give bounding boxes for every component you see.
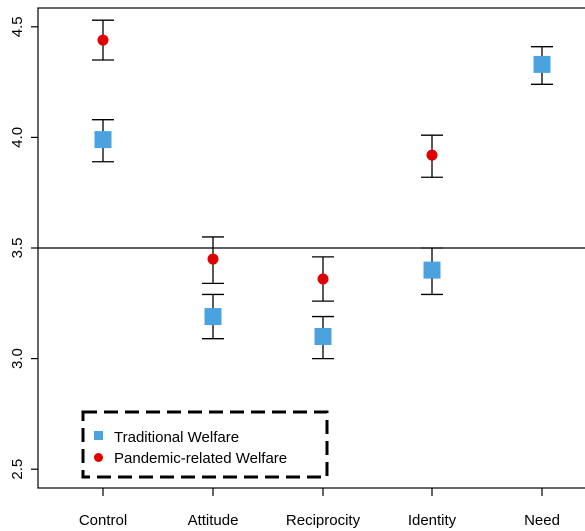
legend-marker-traditional [94,431,103,440]
traditional-point [314,327,332,345]
x-axis: Control Attitude Reciprocity Identity Need [79,488,560,529]
y-tick-label: 3.5 [9,238,26,259]
data-marks [92,19,553,360]
legend: Traditional Welfare Pandemic-related Wel… [81,410,329,479]
legend-marker-pandemic [94,453,103,462]
pandemic-point [97,34,109,46]
y-tick-label: 2.5 [9,459,26,480]
traditional-point [533,55,551,73]
y-tick-label: 4.5 [9,16,26,37]
x-tick-label: Attitude [188,512,239,529]
legend-box [81,410,329,479]
y-axis: 2.5 3.0 3.5 4.0 4.5 [9,16,38,480]
x-tick-label: Identity [408,512,457,529]
pandemic-point [317,273,329,285]
y-tick-label: 4.0 [9,127,26,148]
y-tick-label: 3.0 [9,348,26,369]
x-tick-label: Need [524,512,560,529]
pandemic-point [426,149,438,161]
traditional-point [423,261,441,279]
traditional-point [204,308,222,326]
x-tick-label: Control [79,512,127,529]
pandemic-point [207,253,219,265]
x-tick-label: Reciprocity [286,512,361,529]
legend-label-traditional: Traditional Welfare [114,429,239,446]
legend-label-pandemic: Pandemic-related Welfare [114,450,287,467]
traditional-point [94,131,112,149]
